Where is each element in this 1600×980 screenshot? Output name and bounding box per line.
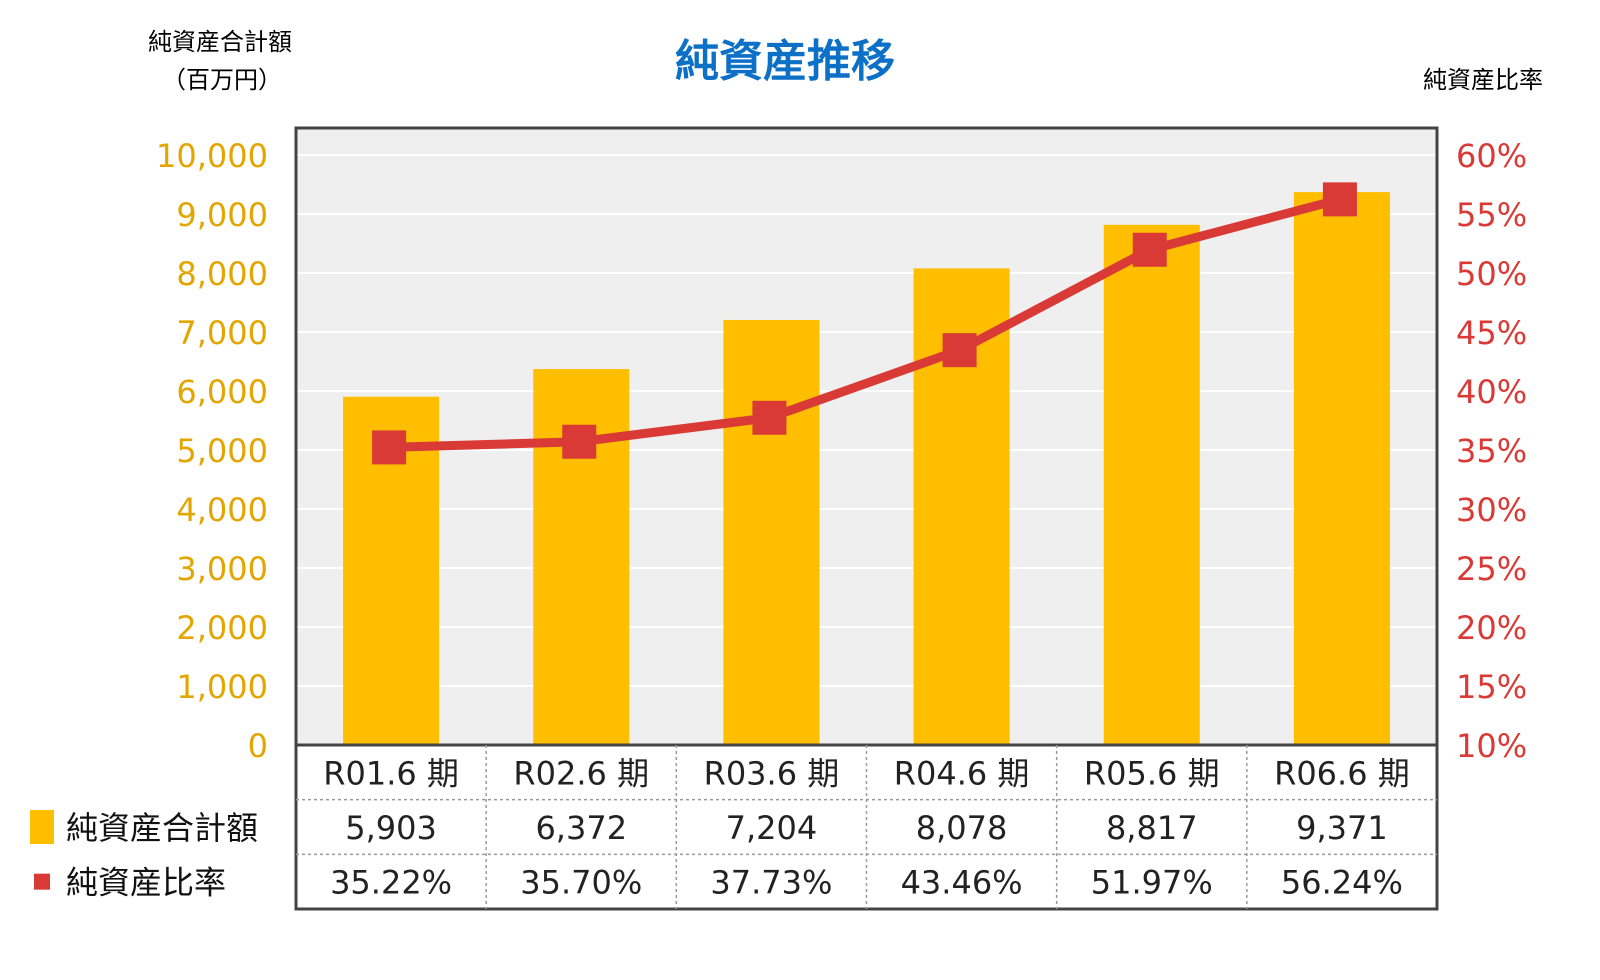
ratio-value-label: 43.46% <box>901 864 1023 902</box>
right-tick-label: 10% <box>1456 727 1527 765</box>
left-tick-label: 7,000 <box>176 314 268 352</box>
bar-value-label: 7,204 <box>726 809 818 847</box>
ratio-value-label: 35.70% <box>520 864 642 902</box>
ratio-value-label: 51.97% <box>1091 864 1213 902</box>
right-tick-label: 60% <box>1456 137 1527 175</box>
category-label: R04.6 期 <box>894 754 1030 792</box>
left-tick-label: 4,000 <box>176 491 268 529</box>
legend-line-swatch <box>34 873 50 890</box>
line-marker <box>372 430 407 465</box>
ratio-value-label: 56.24% <box>1281 864 1403 902</box>
left-tick-label: 6,000 <box>176 373 268 411</box>
line-marker <box>1132 232 1167 267</box>
left-axis-label-line2: （百万円） <box>162 66 282 94</box>
plot-background <box>296 128 1437 745</box>
right-tick-label: 30% <box>1456 491 1527 529</box>
left-tick-label: 9,000 <box>176 196 268 234</box>
data-table: R01.6 期 R02.6 期 R03.6 期 R04.6 期 R05.6 期 R06.6… <box>30 745 1437 909</box>
line-series <box>388 195 1342 452</box>
bar <box>1103 224 1200 745</box>
line-marker <box>1322 182 1357 217</box>
left-tick-label: 10,000 <box>156 137 268 175</box>
right-tick-label: 25% <box>1456 550 1527 588</box>
right-tick-label: 35% <box>1456 432 1527 470</box>
category-label: R01.6 期 <box>323 754 459 792</box>
category-label: R05.6 期 <box>1084 754 1220 792</box>
ratio-value-label: 35.22% <box>330 864 452 902</box>
chart-title: 純資産推移 <box>675 36 895 87</box>
right-tick-label: 55% <box>1456 196 1527 234</box>
bar-value-label: 6,372 <box>535 809 627 847</box>
right-axis-label: 純資産比率 <box>1423 66 1543 94</box>
left-axis-label-line1: 純資産合計額 <box>148 28 292 56</box>
legend-bar-swatch <box>30 810 54 844</box>
legend-line-label: 純資産比率 <box>66 864 226 902</box>
line-marker <box>942 333 977 368</box>
line-marker <box>562 424 597 459</box>
legend-bar-label: 純資産合計額 <box>66 809 258 847</box>
left-tick-label: 3,000 <box>176 550 268 588</box>
category-label: R02.6 期 <box>513 754 649 792</box>
ratio-value-label: 37.73% <box>710 864 832 902</box>
bar <box>1293 192 1390 746</box>
left-tick-label: 8,000 <box>176 255 268 293</box>
left-tick-label: 1,000 <box>176 668 268 706</box>
plot-area: 0 1,000 2,000 3,000 4,000 5,000 6,000 7,000 8,00… <box>156 126 1527 911</box>
bar-value-label: 8,817 <box>1106 809 1198 847</box>
bar-value-label: 9,371 <box>1296 809 1388 847</box>
right-tick-label: 15% <box>1456 668 1527 706</box>
category-label: R06.6 期 <box>1274 754 1410 792</box>
right-tick-label: 50% <box>1456 255 1527 293</box>
bar-value-label: 8,078 <box>916 809 1008 847</box>
category-label: R03.6 期 <box>704 754 840 792</box>
bar <box>723 319 820 745</box>
left-tick-label: 2,000 <box>176 609 268 647</box>
right-tick-label: 20% <box>1456 609 1527 647</box>
right-tick-label: 45% <box>1456 314 1527 352</box>
bar-value-label: 5,903 <box>345 809 437 847</box>
line-marker <box>752 400 787 435</box>
left-tick-label: 5,000 <box>176 432 268 470</box>
left-tick-label: 0 <box>248 727 268 765</box>
right-tick-label: 40% <box>1456 373 1527 411</box>
